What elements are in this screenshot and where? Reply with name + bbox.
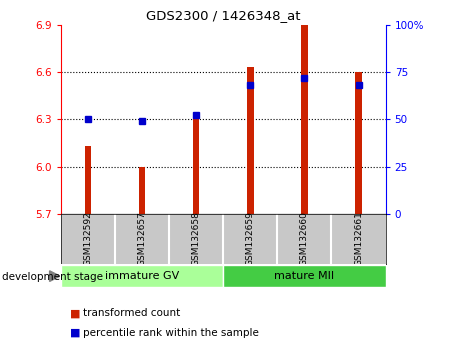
Text: ■: ■: [70, 308, 80, 318]
Text: development stage: development stage: [2, 272, 103, 282]
Bar: [247, 67, 253, 214]
Text: transformed count: transformed count: [83, 308, 181, 318]
Text: GSM132592: GSM132592: [83, 212, 92, 266]
Text: GSM132658: GSM132658: [192, 211, 201, 267]
Text: immature GV: immature GV: [105, 271, 179, 281]
Bar: [355, 72, 362, 214]
Bar: [139, 167, 145, 214]
Text: percentile rank within the sample: percentile rank within the sample: [83, 328, 259, 338]
Polygon shape: [50, 271, 60, 281]
Text: mature MII: mature MII: [274, 271, 335, 281]
Bar: [85, 146, 91, 214]
Title: GDS2300 / 1426348_at: GDS2300 / 1426348_at: [146, 9, 300, 22]
Bar: [223, 265, 386, 287]
Text: GSM132657: GSM132657: [138, 211, 147, 267]
Text: GSM132661: GSM132661: [354, 211, 363, 267]
Text: ■: ■: [70, 328, 80, 338]
Bar: [193, 116, 199, 214]
Bar: [61, 265, 223, 287]
Text: GSM132659: GSM132659: [246, 211, 255, 267]
Bar: [301, 25, 308, 214]
Text: GSM132660: GSM132660: [300, 211, 309, 267]
